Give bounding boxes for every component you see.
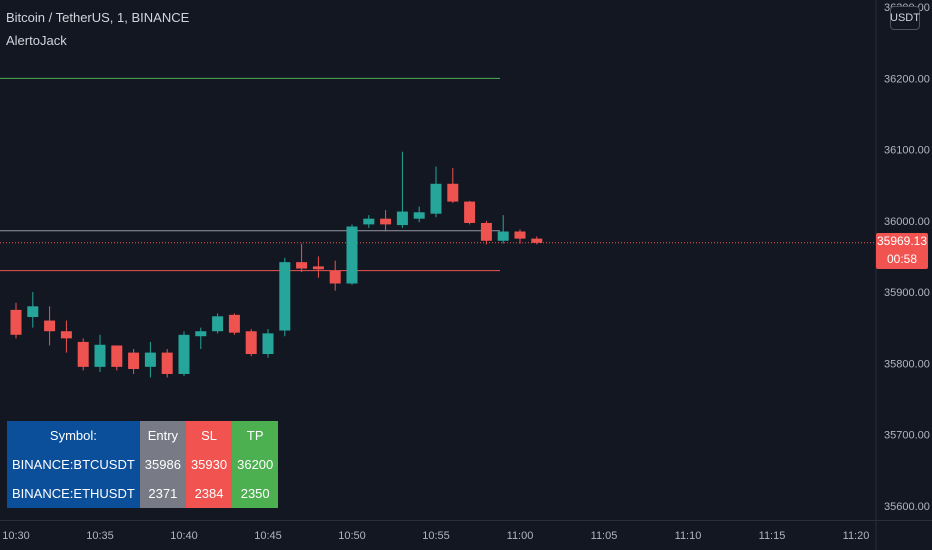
candle-body xyxy=(430,183,442,214)
candle-body xyxy=(480,222,492,241)
row-tp: 2350 xyxy=(232,479,279,508)
table-row: BINANCE:BTCUSDT 35986 35930 36200 xyxy=(7,450,279,479)
last-price-tag: 35969.13 00:58 xyxy=(876,233,928,269)
y-tick-label: 36200.00 xyxy=(884,73,930,85)
time-axis[interactable]: 10:30 10:35 10:40 10:45 10:50 10:55 11:00 11:05… xyxy=(0,520,932,543)
header-sl: SL xyxy=(185,421,233,450)
y-tick-label: 35600.00 xyxy=(884,501,930,513)
header-tp: TP xyxy=(232,421,279,450)
candle-body xyxy=(413,212,425,219)
price-axis[interactable]: 35600.00 35700.00 35800.00 35900.00 36000.00… xyxy=(875,0,930,550)
candle-body xyxy=(60,331,72,339)
x-tick-label: 10:40 xyxy=(170,530,198,542)
y-tick-label: 36000.00 xyxy=(884,216,930,228)
candle-body xyxy=(77,341,89,367)
x-tick-label: 10:45 xyxy=(254,530,282,542)
x-tick-label: 10:35 xyxy=(86,530,114,542)
y-tick-label: 35900.00 xyxy=(884,287,930,299)
candle-body xyxy=(396,211,408,226)
candle-body xyxy=(380,218,392,225)
x-tick-label: 11:20 xyxy=(843,530,870,542)
candle-body xyxy=(279,262,291,331)
candle-body xyxy=(531,238,543,243)
candle-body xyxy=(10,309,22,335)
candle-body xyxy=(144,352,156,367)
candle-body xyxy=(94,344,106,367)
indicator-name[interactable]: AlertoJack xyxy=(6,33,67,48)
table-row: BINANCE:ETHUSDT 2371 2384 2350 xyxy=(7,479,279,508)
header-entry: Entry xyxy=(139,421,186,450)
row-symbol: BINANCE:ETHUSDT xyxy=(7,479,140,508)
candle-body xyxy=(228,314,240,333)
row-symbol: BINANCE:BTCUSDT xyxy=(7,450,140,479)
candle-body xyxy=(447,183,459,202)
row-entry: 2371 xyxy=(139,479,186,508)
currency-badge[interactable]: USDT xyxy=(890,6,920,30)
y-tick-label: 35800.00 xyxy=(884,358,930,370)
x-tick-label: 10:50 xyxy=(338,530,366,542)
candle-body xyxy=(262,333,274,355)
signal-table: Symbol: Entry SL TP BINANCE:BTCUSDT 3598… xyxy=(7,421,279,508)
candles xyxy=(10,151,543,378)
y-tick-label: 35700.00 xyxy=(884,430,930,442)
y-tick-label: 36100.00 xyxy=(884,145,930,157)
x-tick-label: 11:15 xyxy=(759,530,786,542)
row-tp: 36200 xyxy=(232,450,279,479)
row-sl: 35930 xyxy=(185,450,233,479)
candle-body xyxy=(497,231,509,241)
candle-body xyxy=(178,334,190,374)
candle-body xyxy=(195,331,207,337)
x-tick-label: 11:05 xyxy=(591,530,618,542)
candle-body xyxy=(212,316,224,332)
x-tick-label: 11:10 xyxy=(675,530,702,542)
x-tick-label: 11:00 xyxy=(507,530,534,542)
candle-body xyxy=(44,320,56,332)
candle-body xyxy=(346,226,358,284)
x-tick-label: 10:30 xyxy=(2,530,30,542)
candle-body xyxy=(514,231,526,239)
candle-body xyxy=(27,306,39,317)
x-tick-label: 10:55 xyxy=(422,530,450,542)
row-entry: 35986 xyxy=(139,450,186,479)
candle-body xyxy=(464,201,476,223)
candle-body xyxy=(363,218,375,225)
candle-body xyxy=(296,262,308,269)
candle-body xyxy=(312,266,324,270)
bar-countdown: 00:58 xyxy=(886,252,918,266)
row-sl: 2384 xyxy=(185,479,233,508)
signal-table-header: Symbol: Entry SL TP xyxy=(7,421,279,450)
candle-body xyxy=(161,352,173,374)
candle-body xyxy=(329,270,341,284)
chart-legend-title[interactable]: Bitcoin / TetherUS, 1, BINANCE xyxy=(6,10,190,25)
candle-body xyxy=(111,345,123,367)
last-price-value: 35969.13 xyxy=(876,234,928,248)
candle-body xyxy=(245,331,257,355)
level-lines xyxy=(0,77,876,272)
header-symbol: Symbol: xyxy=(7,421,140,450)
candle-body xyxy=(128,352,140,369)
